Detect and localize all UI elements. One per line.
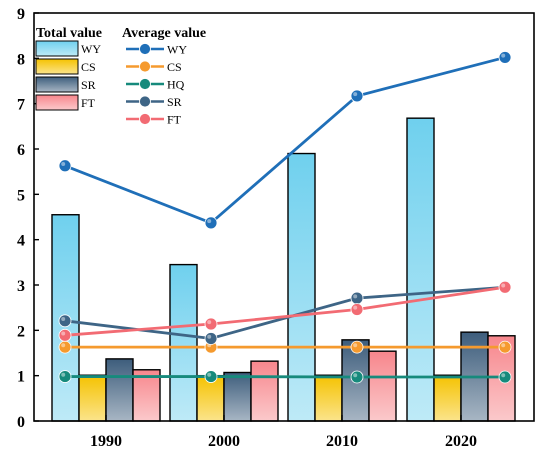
y-tick-label: 2: [17, 323, 25, 340]
y-tick-label: 7: [17, 97, 25, 114]
y-tick-label: 3: [17, 278, 25, 295]
point-highlight: [61, 161, 66, 166]
legend: Total value Average value WY CS SR FT WY CS HQ…: [35, 26, 206, 127]
y-tick-label: 8: [17, 51, 25, 68]
legend-label-line-sr: SR: [167, 95, 182, 109]
point-highlight: [207, 334, 212, 339]
point-sr-2010: [350, 291, 364, 305]
point-highlight: [61, 372, 66, 377]
point-hq-2020: [498, 370, 512, 384]
bar-wy-2010: [287, 152, 316, 422]
line-wy: [64, 56, 506, 225]
point-highlight: [353, 343, 358, 348]
bar-cs-2020: [433, 374, 462, 422]
point-highlight: [207, 372, 212, 377]
bar-cs-2000: [196, 374, 225, 422]
lines-layer: [58, 51, 512, 384]
point-ft-2020: [498, 280, 512, 294]
point-sr-1990: [58, 314, 72, 328]
point-cs-2020: [498, 340, 512, 354]
legend-swatch-bar-sr: [35, 76, 79, 93]
x-tick-label: 1990: [90, 433, 122, 450]
y-tick-label: 6: [17, 142, 25, 159]
line-ft: [64, 285, 506, 337]
y-tick-label: 5: [17, 187, 25, 204]
point-highlight: [501, 283, 506, 288]
legend-label-line-hq: HQ: [167, 78, 185, 92]
point-cs-1990: [58, 340, 72, 354]
point-hq-2000: [204, 370, 218, 383]
point-sr-2000: [204, 332, 218, 345]
legend-label-line-cs: CS: [167, 60, 182, 74]
point-ft-2000: [204, 317, 218, 331]
point-highlight: [61, 343, 66, 348]
legend-marker-wy: [139, 43, 151, 55]
legend-label-bar-wy: WY: [81, 42, 101, 56]
point-highlight: [353, 305, 358, 310]
y-tick-label: 1: [17, 369, 25, 386]
point-wy-2020: [498, 51, 512, 64]
legend-marker-sr: [139, 95, 151, 108]
y-tick-label: 9: [17, 6, 25, 23]
bar-cs-2010: [314, 374, 343, 422]
legend-label-line-ft: FT: [167, 113, 182, 127]
legend-swatch-bar-cs: [35, 58, 79, 75]
x-tick-label: 2010: [326, 433, 358, 450]
y-tick-label: 0: [17, 414, 25, 431]
point-ft-1990: [58, 328, 72, 342]
legend-label-bar-sr: SR: [81, 78, 96, 92]
point-wy-2000: [204, 216, 218, 230]
point-highlight: [61, 317, 66, 322]
legend-title-total: Total value: [36, 26, 102, 41]
point-ft-2010: [350, 303, 364, 316]
point-highlight: [501, 53, 506, 58]
legend-label-bar-cs: CS: [81, 60, 96, 74]
bar-sr-2000: [223, 371, 252, 422]
point-highlight: [207, 320, 212, 325]
point-highlight: [353, 294, 358, 299]
bar-cs-1990: [78, 374, 107, 422]
point-hq-1990: [58, 370, 72, 383]
bar-wy-2020: [406, 117, 435, 422]
bar-ft-2010: [368, 350, 397, 422]
plot-frame: [33, 12, 535, 422]
point-highlight: [501, 343, 506, 348]
legend-marker-cs: [139, 60, 151, 73]
bar-ft-2000: [250, 360, 279, 422]
point-wy-2010: [350, 89, 364, 103]
point-hq-2010: [350, 370, 364, 384]
legend-label-bar-ft: FT: [81, 96, 96, 110]
legend-swatch-bar-wy: [35, 40, 79, 57]
legend-title-average: Average value: [122, 26, 206, 41]
point-highlight: [353, 92, 358, 97]
point-highlight: [61, 331, 66, 336]
x-tick-label: 2020: [445, 433, 477, 450]
point-cs-2010: [350, 340, 364, 354]
legend-marker-hq: [139, 78, 151, 90]
point-highlight: [207, 219, 212, 224]
x-tick-label: 2000: [208, 433, 240, 450]
legend-swatch-bar-ft: [35, 94, 79, 111]
point-wy-1990: [58, 159, 72, 173]
axes-layer: 0 1 2 3 4 5 6 7 8 9 1990 2000 2010 2020: [17, 6, 477, 450]
point-highlight: [353, 373, 358, 378]
bar-sr-1990: [105, 358, 134, 422]
bar-wy-2000: [169, 263, 198, 422]
y-tick-label: 4: [17, 233, 25, 250]
legend-marker-ft: [139, 113, 151, 125]
legend-label-line-wy: WY: [167, 43, 187, 57]
point-highlight: [501, 373, 506, 378]
